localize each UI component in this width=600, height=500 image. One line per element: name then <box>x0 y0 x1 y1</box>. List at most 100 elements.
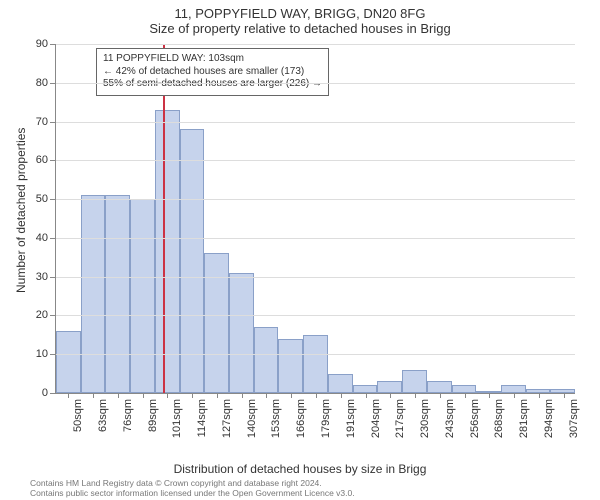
histogram-bar <box>501 385 526 393</box>
histogram-bar <box>278 339 303 393</box>
histogram-bar <box>204 253 229 393</box>
histogram-bar <box>353 385 378 393</box>
y-tick <box>50 277 55 278</box>
x-tick <box>514 393 515 398</box>
grid-line <box>56 238 575 239</box>
histogram-bar <box>229 273 254 393</box>
x-tick-label: 307sqm <box>568 399 580 438</box>
y-tick <box>50 83 55 84</box>
x-tick-label: 256sqm <box>469 399 481 438</box>
property-size-chart: 11, POPPYFIELD WAY, BRIGG, DN20 8FG Size… <box>0 0 600 500</box>
y-tick <box>50 393 55 394</box>
x-tick <box>242 393 243 398</box>
x-tick-label: 114sqm <box>196 399 208 437</box>
x-tick-label: 179sqm <box>320 399 332 438</box>
x-tick <box>366 393 367 398</box>
y-tick <box>50 44 55 45</box>
x-tick <box>143 393 144 398</box>
grid-line <box>56 160 575 161</box>
x-tick <box>564 393 565 398</box>
grid-line <box>56 199 575 200</box>
x-tick <box>390 393 391 398</box>
x-tick-label: 63sqm <box>97 399 109 432</box>
y-tick-label: 0 <box>42 387 48 399</box>
x-tick-label: 50sqm <box>72 399 84 432</box>
x-tick <box>167 393 168 398</box>
x-tick-label: 268sqm <box>493 399 505 438</box>
reference-line <box>163 44 165 393</box>
x-tick <box>118 393 119 398</box>
histogram-bar <box>105 195 130 393</box>
x-tick-label: 191sqm <box>345 399 357 438</box>
x-tick <box>217 393 218 398</box>
y-tick <box>50 160 55 161</box>
x-tick <box>341 393 342 398</box>
x-tick <box>192 393 193 398</box>
x-tick <box>440 393 441 398</box>
chart-title-sub: Size of property relative to detached ho… <box>0 21 600 38</box>
x-tick <box>68 393 69 398</box>
x-tick-label: 140sqm <box>246 399 258 438</box>
grid-line <box>56 122 575 123</box>
chart-title-address: 11, POPPYFIELD WAY, BRIGG, DN20 8FG <box>0 0 600 21</box>
footer-attribution: Contains HM Land Registry data © Crown c… <box>30 478 355 498</box>
x-tick <box>93 393 94 398</box>
y-tick <box>50 122 55 123</box>
y-tick-label: 40 <box>36 232 48 244</box>
y-tick-label: 10 <box>36 348 48 360</box>
grid-line <box>56 44 575 45</box>
y-tick <box>50 238 55 239</box>
y-tick-label: 50 <box>36 193 48 205</box>
annotation-line: ← 42% of detached houses are smaller (17… <box>103 66 322 79</box>
histogram-bar <box>81 195 106 393</box>
histogram-bar <box>155 110 180 393</box>
x-tick-label: 101sqm <box>171 399 183 438</box>
grid-line <box>56 277 575 278</box>
y-tick-label: 30 <box>36 271 48 283</box>
y-tick <box>50 199 55 200</box>
x-tick-label: 127sqm <box>221 399 233 438</box>
y-tick-label: 20 <box>36 309 48 321</box>
x-tick <box>291 393 292 398</box>
annotation-line: 11 POPPYFIELD WAY: 103sqm <box>103 53 322 66</box>
x-tick <box>316 393 317 398</box>
histogram-bar <box>452 385 477 393</box>
x-tick-label: 217sqm <box>394 399 406 438</box>
x-ticks-container: 50sqm 63sqm 76sqm 89sqm 101sqm 114sqm 127sqm 14… <box>56 393 575 453</box>
x-tick <box>266 393 267 398</box>
x-tick-label: 243sqm <box>444 399 456 438</box>
x-axis-label: Distribution of detached houses by size … <box>0 462 600 476</box>
x-tick-label: 230sqm <box>419 399 431 438</box>
x-tick <box>539 393 540 398</box>
histogram-bar <box>254 327 279 393</box>
x-tick <box>489 393 490 398</box>
histogram-bar <box>377 381 402 393</box>
histogram-bar <box>303 335 328 393</box>
grid-line <box>56 83 575 84</box>
grid-line <box>56 354 575 355</box>
footer-line: Contains HM Land Registry data © Crown c… <box>30 478 355 488</box>
y-tick-label: 90 <box>36 38 48 50</box>
grid-line <box>56 315 575 316</box>
histogram-bar <box>130 199 155 393</box>
x-tick-label: 153sqm <box>270 399 282 438</box>
x-tick-label: 166sqm <box>295 399 307 438</box>
y-tick-label: 80 <box>36 77 48 89</box>
footer-line: Contains public sector information licen… <box>30 488 355 498</box>
plot-area: 11 POPPYFIELD WAY: 103sqm ← 42% of detac… <box>55 44 575 394</box>
x-tick <box>415 393 416 398</box>
annotation-box: 11 POPPYFIELD WAY: 103sqm ← 42% of detac… <box>96 48 329 96</box>
y-tick-label: 60 <box>36 154 48 166</box>
x-tick-label: 76sqm <box>122 399 134 432</box>
histogram-bar <box>402 370 427 393</box>
y-axis-label: Number of detached properties <box>14 128 28 293</box>
annotation-line: 55% of semi-detached houses are larger (… <box>103 78 322 91</box>
y-tick-label: 70 <box>36 116 48 128</box>
x-tick-label: 281sqm <box>518 399 530 438</box>
histogram-bar <box>328 374 353 393</box>
y-tick <box>50 315 55 316</box>
histogram-bar <box>56 331 81 393</box>
x-tick-label: 89sqm <box>147 399 159 432</box>
x-tick-label: 294sqm <box>543 399 555 438</box>
y-tick <box>50 354 55 355</box>
